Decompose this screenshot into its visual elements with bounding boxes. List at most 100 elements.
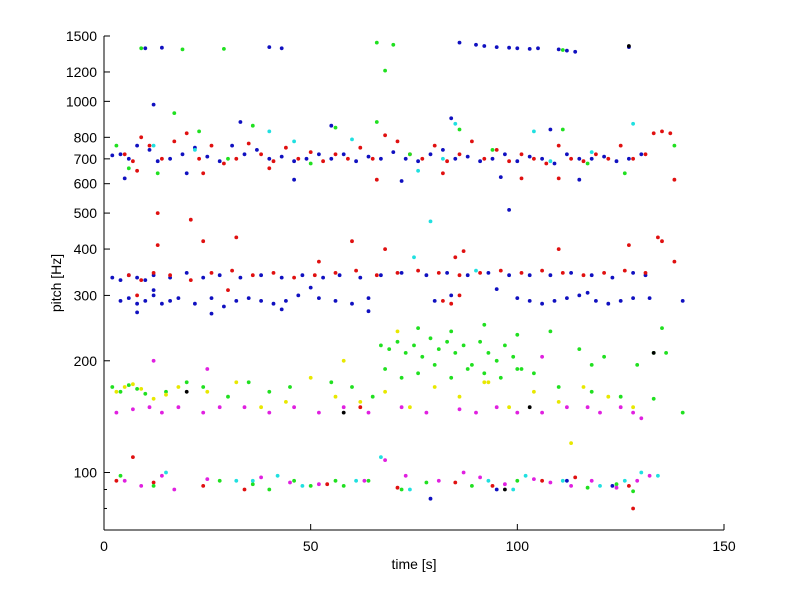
scatter-point-blue — [337, 273, 342, 278]
scatter-point-green — [453, 351, 458, 355]
scatter-point-green — [672, 143, 677, 148]
scatter-point-red — [242, 487, 247, 492]
scatter-point-yellow — [122, 385, 127, 389]
scatter-point-yellow — [486, 380, 491, 385]
scatter-point-magenta — [540, 354, 544, 359]
scatter-point-blue — [565, 296, 569, 300]
scatter-point-green — [341, 484, 346, 488]
scatter-point-black — [627, 44, 631, 48]
scatter-point-blue — [267, 156, 272, 161]
scatter-point-yellow — [432, 385, 437, 389]
scatter-point-magenta — [201, 410, 206, 415]
scatter-point-blue — [379, 273, 383, 278]
scatter-point-magenta — [205, 477, 210, 481]
scatter-point-green — [110, 385, 115, 389]
scatter-point-red — [445, 159, 449, 164]
scatter-point-blue — [255, 148, 259, 152]
scatter-point-blue — [527, 299, 532, 303]
scatter-point-red — [622, 268, 627, 273]
scatter-point-red — [436, 271, 441, 275]
scatter-point-red — [147, 143, 152, 148]
scatter-point-cyan — [639, 470, 644, 475]
scatter-point-blue — [507, 273, 511, 278]
scatter-point-blue — [536, 46, 540, 51]
scatter-point-green — [143, 391, 148, 396]
scatter-point-red — [333, 271, 338, 275]
scatter-point-red — [209, 143, 214, 148]
scatter-point-red — [395, 271, 400, 275]
scatter-point-blue — [614, 159, 619, 164]
scatter-point-yellow — [284, 400, 288, 404]
scatter-point-red — [556, 247, 561, 252]
scatter-point-green — [226, 156, 230, 161]
scatter-point-cyan — [354, 478, 358, 483]
scatter-point-cyan — [486, 478, 491, 483]
scatter-point-blue — [639, 152, 644, 157]
scatter-point-yellow — [114, 389, 119, 394]
scatter-point-green — [660, 326, 664, 330]
scatter-point-green — [436, 347, 441, 351]
scatter-point-blue — [317, 152, 321, 157]
scatter-point-blue — [573, 49, 578, 54]
scatter-point-yellow — [581, 385, 586, 389]
scatter-point-magenta — [131, 407, 135, 412]
scatter-point-green — [445, 339, 449, 344]
scatter-point-green — [585, 161, 590, 166]
scatter-point-green — [395, 339, 400, 344]
scatter-point-blue — [279, 154, 284, 159]
scatter-point-red — [556, 143, 561, 148]
scatter-point-green — [308, 484, 313, 488]
scatter-point-green — [383, 367, 387, 371]
y-tick-label: 300 — [74, 287, 98, 303]
scatter-point-blue — [428, 496, 433, 501]
scatter-point-blue — [230, 143, 235, 148]
scatter-point-yellow — [164, 392, 168, 397]
scatter-point-blue — [160, 301, 164, 306]
scatter-point-red — [420, 156, 425, 161]
scatter-point-green — [226, 394, 230, 399]
scatter-point-cyan — [523, 473, 528, 478]
scatter-point-red — [627, 243, 631, 248]
scatter-point-green — [292, 478, 296, 483]
scatter-point-red — [188, 217, 193, 222]
scatter-point-blue — [259, 299, 263, 303]
scatter-point-blue — [515, 296, 520, 300]
scatter-point-blue — [292, 159, 296, 164]
scatter-point-green — [494, 358, 499, 363]
scatter-point-red — [441, 171, 445, 176]
scatter-point-yellow — [408, 405, 412, 410]
scatter-point-magenta — [122, 478, 127, 483]
scatter-point-red — [395, 485, 400, 490]
scatter-point-red — [573, 475, 578, 480]
scatter-point-blue — [242, 152, 247, 157]
scatter-point-magenta — [160, 410, 164, 415]
scatter-point-green — [486, 351, 491, 355]
scatter-point-magenta — [461, 470, 466, 475]
scatter-point-magenta — [618, 405, 623, 410]
scatter-point-magenta — [436, 478, 441, 483]
scatter-point-cyan — [408, 487, 412, 492]
scatter-point-red — [271, 271, 276, 275]
scatter-point-blue — [118, 278, 123, 282]
scatter-point-blue — [399, 271, 404, 275]
scatter-point-cyan — [428, 219, 433, 224]
scatter-point-blue — [279, 46, 284, 51]
scatter-point-magenta — [503, 482, 507, 487]
scatter-point-green — [217, 478, 222, 483]
scatter-point-blue — [428, 152, 433, 157]
scatter-point-blue — [610, 484, 615, 488]
scatter-point-blue — [449, 293, 454, 298]
scatter-point-green — [126, 383, 131, 387]
scatter-point-red — [126, 273, 131, 278]
scatter-point-green — [560, 48, 565, 52]
scatter-point-red — [594, 152, 598, 157]
scatter-point-blue — [184, 171, 189, 176]
scatter-point-green — [614, 482, 619, 487]
scatter-point-blue — [222, 304, 226, 309]
scatter-point-blue — [143, 46, 148, 51]
y-tick-label: 1200 — [66, 64, 97, 80]
scatter-point-green — [519, 367, 524, 371]
scatter-point-green — [288, 385, 292, 389]
scatter-point-red — [602, 271, 606, 275]
axes — [103, 36, 724, 531]
